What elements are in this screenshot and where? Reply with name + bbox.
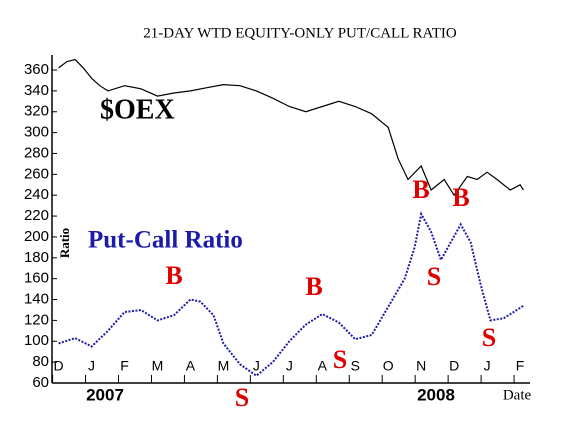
x-tick-label: N: [416, 358, 426, 374]
annotation: B: [165, 261, 182, 290]
y-tick-label: 120: [24, 311, 49, 328]
x-tick-label: D: [449, 358, 459, 374]
y-tick-label: 80: [32, 353, 49, 370]
x-tick-label: A: [318, 358, 328, 374]
y-tick-label: 180: [24, 249, 49, 266]
y-tick-label: 340: [24, 82, 49, 99]
data-line: [58, 211, 524, 377]
annotation: B: [412, 175, 429, 204]
x-tick-label: A: [186, 358, 196, 374]
x-tick-label: S: [351, 358, 360, 374]
chart-title: 21-DAY WTD EQUITY-ONLY PUT/CALL RATIO: [143, 25, 457, 41]
x-tick-label: J: [253, 358, 260, 374]
annotation: S: [333, 345, 347, 374]
x-tick-label: M: [218, 358, 230, 374]
year-label: 2007: [86, 385, 124, 404]
annotation: B: [452, 183, 469, 212]
y-tick-label: 140: [24, 291, 49, 308]
x-tick-label: J: [484, 358, 491, 374]
annotation: S: [482, 323, 496, 352]
x-axis-label: Date: [503, 387, 532, 403]
annotation: S: [235, 383, 249, 412]
y-tick-label: 60: [32, 374, 49, 391]
x-tick-label: J: [88, 358, 95, 374]
annotation: $OEX: [100, 94, 175, 125]
x-tick-label: M: [152, 358, 164, 374]
y-tick-label: 260: [24, 165, 49, 182]
y-tick-label: 280: [24, 144, 49, 161]
annotation: S: [427, 262, 441, 291]
y-tick-label: 240: [24, 186, 49, 203]
y-axis-label: Ratio: [57, 228, 72, 258]
y-tick-label: 200: [24, 228, 49, 245]
x-tick-label: F: [120, 358, 129, 374]
y-tick-label: 160: [24, 270, 49, 287]
y-tick-label: 320: [24, 103, 49, 120]
y-tick-label: 100: [24, 332, 49, 349]
x-tick-label: J: [286, 358, 293, 374]
annotation: B: [305, 272, 322, 301]
x-tick-label: F: [516, 358, 525, 374]
y-tick-label: 220: [24, 207, 49, 224]
year-label: 2008: [417, 385, 455, 404]
x-tick-label: D: [54, 358, 64, 374]
x-tick-label: O: [383, 358, 394, 374]
y-tick-label: 360: [24, 61, 49, 78]
annotation: Put-Call Ratio: [88, 227, 243, 254]
y-tick-label: 300: [24, 124, 49, 141]
data-line: [58, 58, 524, 197]
